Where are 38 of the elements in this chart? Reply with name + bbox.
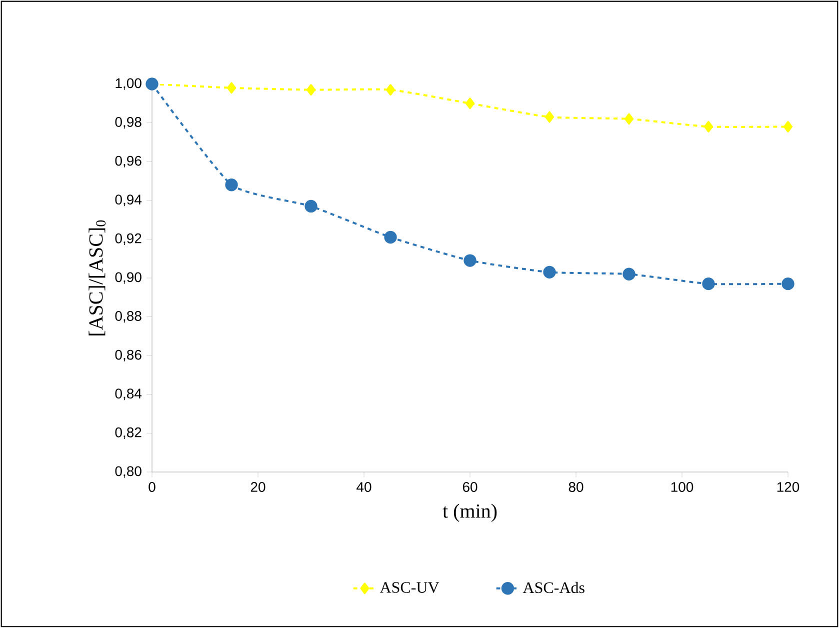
x-tick-label: 80	[568, 482, 584, 492]
point	[384, 230, 397, 244]
point	[225, 178, 238, 192]
x-tick-label: 100	[671, 482, 694, 492]
x-tick-label: 0	[148, 482, 156, 492]
point	[704, 121, 713, 132]
point	[784, 121, 792, 132]
y-tick-label: 0,90	[115, 272, 142, 284]
x-tick-label: 120	[777, 482, 800, 492]
y-tick-label: 0,92	[115, 233, 142, 245]
point	[545, 111, 554, 123]
y-tick-label: 0,98	[115, 117, 142, 129]
y-tick-label: 0,84	[115, 388, 142, 400]
y-tick-label: 0,86	[115, 350, 142, 362]
point	[543, 266, 556, 279]
point	[304, 200, 318, 213]
point	[622, 268, 636, 280]
y-tick-label: 0,82	[115, 427, 142, 439]
point	[227, 82, 236, 94]
point	[464, 254, 476, 267]
legend-label: ASC-Ads	[522, 582, 584, 594]
y-tick-label: 0,88	[115, 311, 142, 323]
y-axis-title: [ASC]/[ASC]$_{0}$	[88, 220, 106, 336]
y-tick-label: 0,94	[115, 194, 142, 206]
x-axis-title: t (min)	[442, 504, 497, 522]
y-tick-label: 1,00	[116, 78, 142, 90]
legend-label: ASC-UV	[380, 582, 440, 593]
point	[782, 277, 794, 290]
y-tick-label: 0,96	[115, 156, 142, 168]
point	[702, 277, 715, 290]
point	[386, 84, 396, 96]
point	[306, 84, 316, 96]
x-tick-label: 40	[356, 482, 372, 492]
x-tick-label: 60	[462, 482, 478, 492]
point	[624, 113, 634, 125]
y-tick-label: 0,80	[115, 466, 142, 478]
point	[466, 98, 474, 110]
x-tick-label: 20	[250, 482, 266, 492]
